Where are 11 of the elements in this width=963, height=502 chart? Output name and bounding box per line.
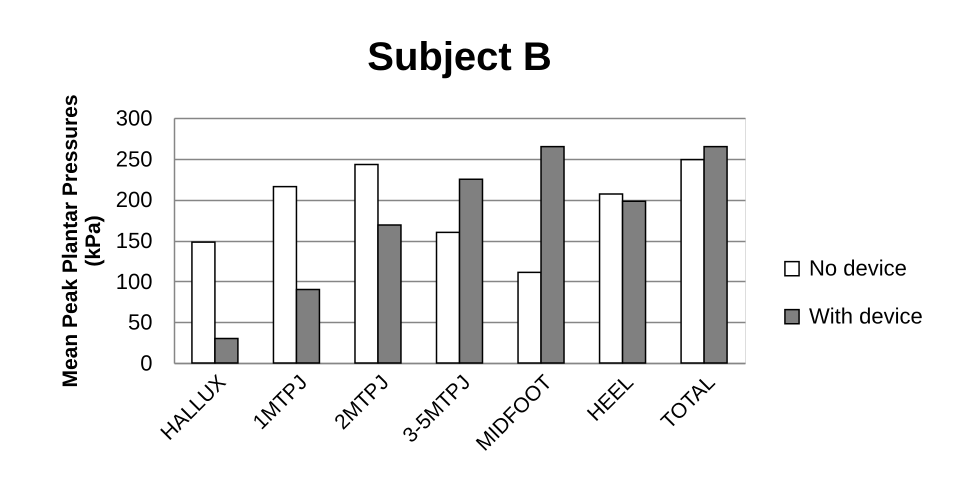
y-axis-title: Mean Peak Plantar Pressures (kPa) xyxy=(58,94,105,388)
y-tick-label: 0 xyxy=(140,350,152,376)
y-tick-label: 50 xyxy=(128,310,152,335)
y-tick-label: 200 xyxy=(116,187,152,212)
chart-title: Subject B xyxy=(367,35,552,79)
y-tick-label: 300 xyxy=(116,106,152,130)
y-tick-label: 100 xyxy=(116,268,152,294)
legend-label: With device xyxy=(809,304,923,329)
y-tick-label: 250 xyxy=(116,146,152,172)
y-tick-label: 150 xyxy=(116,228,152,253)
legend-label: No device xyxy=(809,256,907,281)
